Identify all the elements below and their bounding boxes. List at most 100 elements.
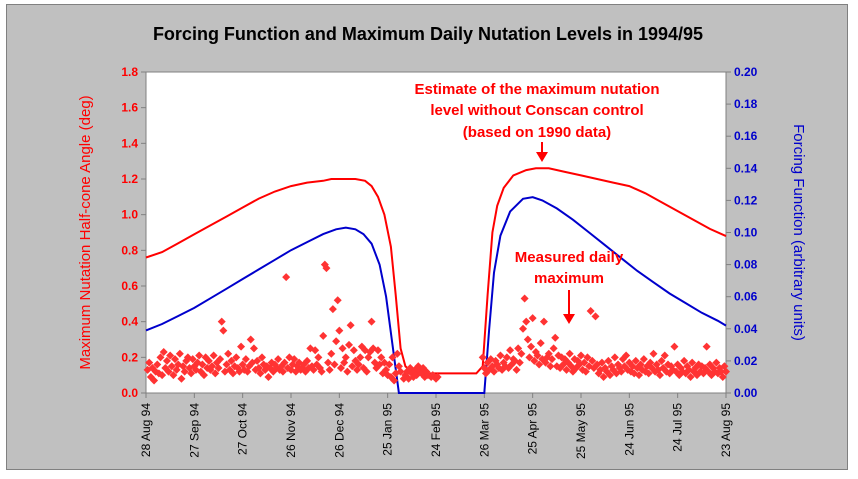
measured-point [232,353,241,362]
measured-point [175,349,184,358]
measured-point [180,367,189,376]
measured-point [583,353,592,362]
measured-point [346,321,355,330]
measured-point [367,317,376,326]
y-left-tick-label: 1.4 [121,136,138,150]
measured-point [519,324,527,333]
measured-point [539,317,548,326]
x-tick-label: 24 Jul 95 [671,403,685,452]
measured-point [208,362,217,371]
y-left-tick-label: 1.8 [121,65,138,79]
measured-point [514,344,523,353]
x-tick-label: 25 Apr 95 [526,403,540,455]
measured-point [216,355,225,364]
measured-point [686,372,695,381]
annotation-estimate-line2: level without Conscan control [430,102,643,119]
measured-point [565,349,574,358]
measured-point [224,349,233,358]
measured-point [522,317,531,326]
measured-point [388,353,397,362]
y-left-tick-label: 0.4 [121,315,138,329]
measured-point [303,356,312,365]
measured-point [345,340,353,349]
measured-point [280,358,289,367]
measured-point [256,369,265,378]
measured-point [229,369,237,378]
forcing-function-line [145,196,727,394]
measured-point [377,353,386,362]
measured-point [327,349,336,358]
measured-point [177,374,186,383]
measured-point [478,353,487,362]
y-right-tick-label: 0.20 [734,65,758,79]
measured-point [660,351,669,360]
measured-point [639,355,648,364]
measured-point [314,353,323,362]
measured-point [512,365,521,374]
measured-point [680,356,689,365]
measured-point [150,376,159,385]
measured-point [198,360,207,369]
x-tick-label: 26 Dec 94 [332,403,346,458]
measured-point [278,367,287,376]
measured-point [153,360,162,369]
measured-point [649,349,658,358]
y-right-axis-title: Forcing Function (arbitrary units) [790,124,807,341]
measured-point [158,371,167,380]
y-right-tick-label: 0.10 [734,226,758,240]
measured-point [338,344,347,353]
measured-point [635,371,643,380]
measured-point [535,360,544,369]
annotation-measured: Measured daily maximum [515,249,624,324]
measured-point [325,365,334,374]
measured-point [349,346,358,355]
measured-point [222,360,231,369]
measured-point [200,371,208,380]
annotation-measured-line2: maximum [534,270,604,287]
measured-point [187,369,196,378]
x-tick-label: 26 Mar 95 [477,403,491,457]
measured-point [356,353,365,362]
measured-point [162,356,171,365]
x-tick-label: 24 Jun 95 [622,403,636,456]
measured-point [241,355,250,364]
measured-point [211,369,220,378]
measured-point [317,367,326,376]
annotation-measured-line1: Measured daily [515,249,624,266]
x-tick-label: 24 Feb 95 [429,403,443,457]
measured-point [156,353,165,362]
measured-point [527,342,536,351]
measured-point [209,351,218,360]
measured-point [520,294,529,303]
measured-point [530,356,539,365]
x-tick-label: 26 Nov 94 [284,403,298,458]
measured-point [167,362,176,371]
x-tick-label: 27 Sep 94 [187,403,201,458]
y-left-tick-label: 1.0 [121,208,138,222]
measured-point [577,351,585,360]
measured-point [264,372,273,381]
annotation-estimate-line3: (based on 1990 data) [463,124,611,141]
annotation-estimate-arrow-head [536,152,548,162]
measured-point [617,367,626,376]
y-left-axis-title: Maximum Nutation Half-cone Angle (deg) [77,95,94,369]
measured-point [712,358,721,367]
y-right-tick-label: 0.12 [734,193,758,207]
measured-point [670,342,679,351]
measured-point [214,364,223,373]
measured-point [581,367,590,376]
y-left-tick-label: 0.8 [121,243,138,257]
measured-point [722,367,730,376]
chart-title: Forcing Function and Maximum Daily Nutat… [153,24,703,44]
measured-point [217,317,226,326]
measured-point [591,312,600,321]
measured-point [237,342,246,351]
measured-point [246,335,255,344]
y-right-tick-label: 0.02 [734,354,758,368]
measured-point [580,358,589,367]
measured-point [599,372,608,381]
measured-point [362,367,371,376]
measured-point [604,356,613,365]
x-tick-label: 28 Aug 94 [139,403,153,457]
measured-point [319,331,328,340]
